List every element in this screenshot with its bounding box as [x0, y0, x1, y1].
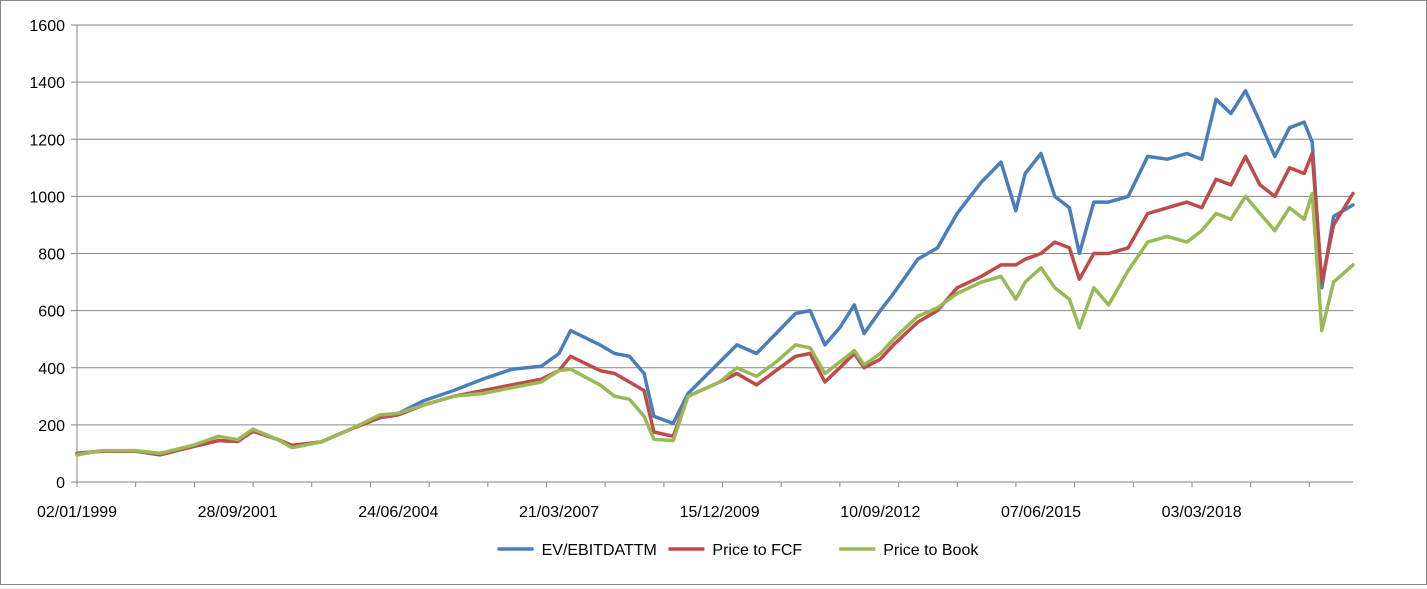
y-tick-label: 1000: [29, 189, 65, 206]
legend-item: Price to Book: [839, 542, 979, 559]
y-tick-label: 1600: [29, 18, 65, 35]
y-tick-label: 400: [38, 361, 65, 378]
series-line-price-to-book: [75, 191, 1355, 457]
x-tick-label: 02/01/1999: [37, 504, 117, 521]
y-tick-label: 800: [38, 247, 65, 264]
gridlines: [77, 24, 1353, 426]
legend-label: EV/EBITDATTM: [542, 542, 657, 559]
x-tick-label: 21/03/2007: [519, 504, 599, 521]
y-tick-label: 600: [38, 304, 65, 321]
x-tick-label: 24/06/2004: [358, 504, 438, 521]
x-tick-label: 15/12/2009: [680, 504, 760, 521]
y-tick-label: 1200: [29, 132, 65, 149]
legend-label: Price to Book: [883, 542, 979, 559]
y-tick-label: 0: [56, 475, 65, 492]
x-tick-label: 28/09/2001: [198, 504, 278, 521]
series-line-price-to-fcf: [75, 151, 1355, 457]
series-line-ev-ebitdattm: [75, 88, 1355, 456]
legend-item: Price to FCF: [668, 542, 802, 559]
y-tick-label: 1400: [29, 75, 65, 92]
legend-label: Price to FCF: [712, 542, 802, 559]
legend: EV/EBITDATTM Price to FCF Price to Book: [497, 542, 979, 559]
y-tick-label: 200: [38, 418, 65, 435]
x-tick-label: 10/09/2012: [840, 504, 920, 521]
axes: 0 200 400 600 800 1000 1200 1400 1600 02/01/1999 2…: [29, 18, 1353, 521]
x-tick-label: 07/06/2015: [1001, 504, 1081, 521]
legend-item: EV/EBITDATTM: [497, 542, 657, 559]
x-tick-label: 03/03/2018: [1162, 504, 1242, 521]
series-lines: [75, 88, 1355, 457]
